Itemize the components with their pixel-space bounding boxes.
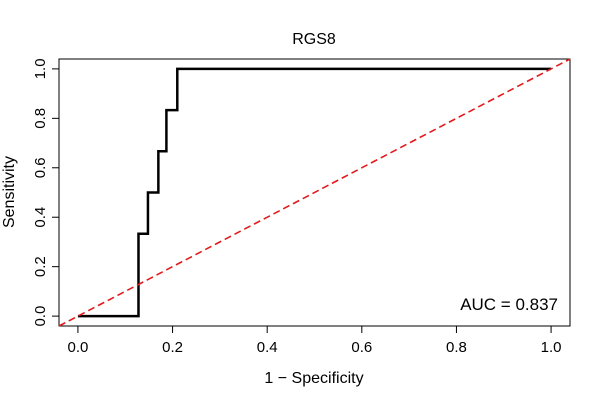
diagonal-reference-line xyxy=(58,58,571,327)
y-tick-label: 0.6 xyxy=(32,157,49,178)
x-tick-label: 0.2 xyxy=(162,339,183,356)
x-tick-label: 0.6 xyxy=(351,339,372,356)
series-layer xyxy=(58,58,571,327)
y-tick-label: 0.8 xyxy=(32,108,49,129)
y-tick-label: 0.4 xyxy=(32,207,49,228)
roc-curve xyxy=(77,67,552,318)
y-axis-label: Sensitivity xyxy=(1,156,18,228)
x-tick-label: 0.4 xyxy=(257,339,278,356)
x-tick-label: 0.0 xyxy=(67,339,88,356)
x-axis: 0.0 0.2 0.4 0.6 0.8 1.0 xyxy=(67,325,562,356)
y-tick-label: 1.0 xyxy=(32,58,49,79)
auc-annotation: AUC = 0.837 xyxy=(460,295,558,314)
chart-title: RGS8 xyxy=(292,31,336,48)
y-tick-label: 0.2 xyxy=(32,256,49,277)
x-tick-label: 1.0 xyxy=(541,339,562,356)
x-tick-label: 0.8 xyxy=(446,339,467,356)
y-axis: 0.0 0.2 0.4 0.6 0.8 1.0 xyxy=(32,58,60,327)
y-tick-label: 0.0 xyxy=(32,306,49,327)
x-axis-label: 1 − Specificity xyxy=(264,370,363,387)
